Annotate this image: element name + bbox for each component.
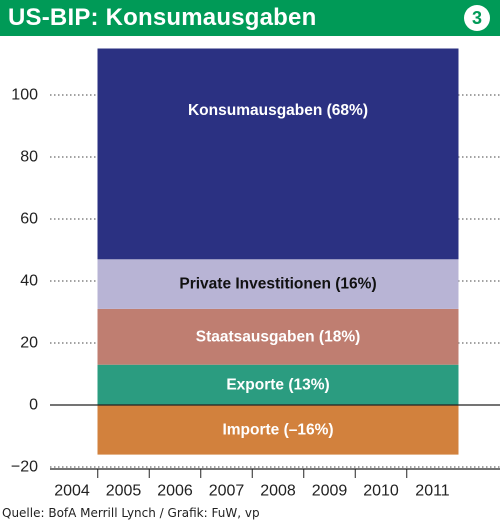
segment-bar-2 — [97, 308, 459, 365]
y-axis-tick-labels: −20 0 20 40 60 80 100 — [11, 87, 38, 476]
segment-label-4: Konsumausgaben (68%) — [188, 102, 368, 119]
y-tick-label--20: −20 — [11, 459, 38, 476]
x-tick-label-2011: 2011 — [415, 483, 450, 500]
x-tick-label-2008: 2008 — [260, 483, 296, 500]
chart-title: US-BIP: Konsumausgaben — [8, 4, 317, 31]
stacked-bar-chart: Importe (–16%) Exporte (13%) Staatsausgabe… — [11, 48, 500, 500]
segment-bar-4 — [97, 48, 459, 260]
chart-header: US-BIP: Konsumausgaben 3 — [0, 0, 500, 36]
segment-label-1: Exporte (13%) — [226, 376, 329, 393]
y-tick-label-60: 60 — [20, 211, 38, 228]
x-axis-tick-labels: 2004 2005 2006 2007 2008 2009 2010 2011 — [54, 469, 450, 500]
source-note: Quelle: BofA Merrill Lynch / Grafik: FuW… — [2, 506, 260, 520]
y-tick-label-20: 20 — [20, 335, 38, 352]
segment-bar-0 — [97, 405, 459, 455]
segment-bar-1 — [97, 364, 459, 405]
figure-number-badge: 3 — [464, 5, 490, 31]
y-tick-label-80: 80 — [20, 149, 38, 166]
segment-label-2: Staatsausgaben (18%) — [196, 328, 361, 345]
x-tick-label-2005: 2005 — [106, 483, 142, 500]
y-tick-label-100: 100 — [11, 87, 38, 104]
x-tick-label-2006: 2006 — [157, 483, 193, 500]
segment-label-0: Importe (–16%) — [222, 421, 333, 438]
segment-label-3: Private Investitionen (16%) — [179, 276, 376, 293]
segment-bar-3 — [97, 259, 459, 309]
x-tick-label-2004: 2004 — [54, 483, 90, 500]
x-tick-label-2007: 2007 — [209, 483, 245, 500]
x-tick-label-2009: 2009 — [312, 483, 348, 500]
bar-segments: Importe (–16%) Exporte (13%) Staatsausgabe… — [97, 48, 459, 455]
x-tick-label-2010: 2010 — [363, 483, 399, 500]
y-tick-label-0: 0 — [29, 397, 38, 414]
y-tick-label-40: 40 — [20, 273, 38, 290]
